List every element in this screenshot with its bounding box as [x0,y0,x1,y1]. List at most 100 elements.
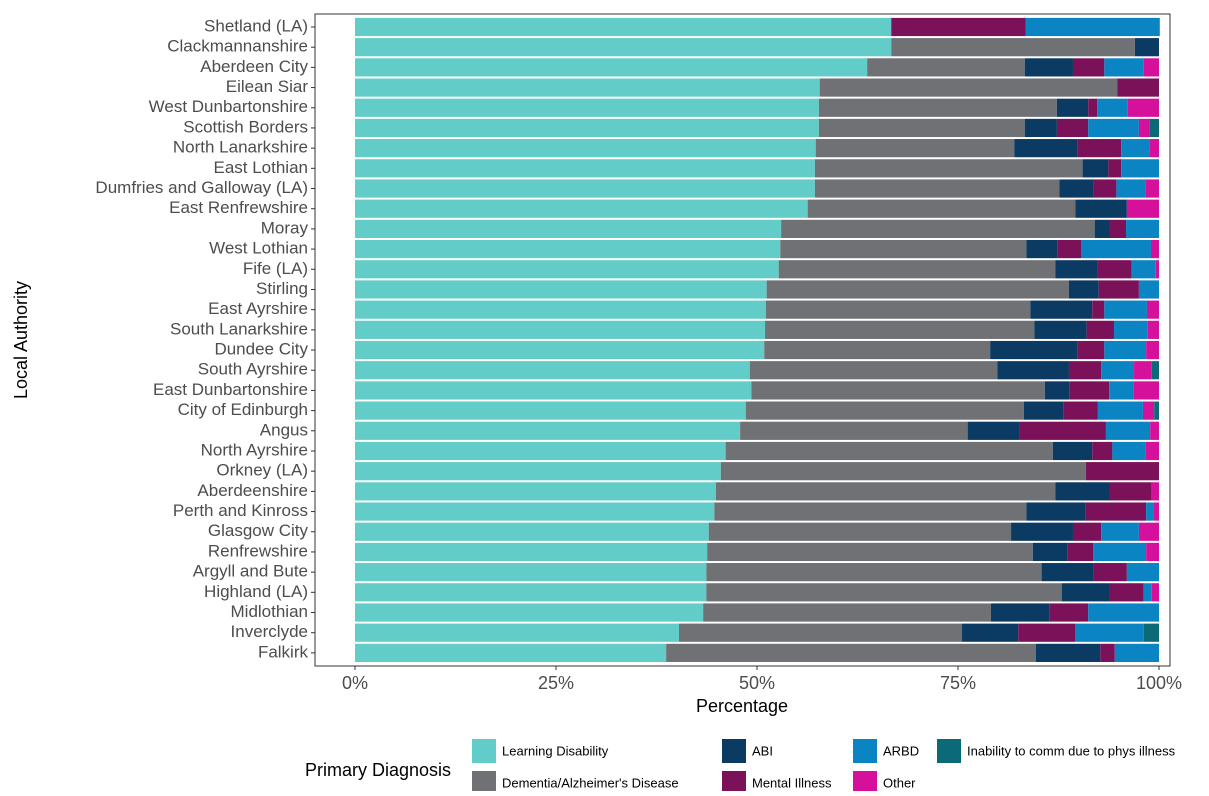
bar-segment [745,401,1024,420]
bar-segment [1093,542,1147,562]
legend-label: Mental Illness [752,775,832,790]
bar-segment [1117,78,1159,97]
y-tick-label: Highland (LA) [204,582,308,601]
bar-segment [1146,502,1154,521]
bar-segment [1011,522,1073,541]
y-tick-label: Argyll and Bute [193,562,308,581]
legend-title: Primary Diagnosis [305,760,451,780]
y-tick-label: City of Edinburgh [178,400,308,419]
legend-key [937,739,961,763]
bar-segment [355,563,707,582]
y-tick-label: South Lanarkshire [170,319,308,338]
bar-segment [814,159,1083,178]
bar-segment [1055,260,1098,279]
bar-segment [1057,239,1082,259]
y-tick-label: Moray [261,218,309,237]
bar-segment [707,542,1033,562]
y-tick-label: Perth and Kinross [173,501,308,520]
x-axis-title: Percentage [696,696,788,716]
bar-segment [818,98,1057,117]
bar-segment [819,78,1118,97]
legend-label: ABI [752,743,773,758]
bar-segment [1018,623,1076,642]
bar-segment [1059,179,1094,198]
bar-segment [1105,421,1151,440]
x-tick-label: 100% [1136,673,1182,693]
bar-segment [1112,441,1146,461]
bar-segment [1134,361,1152,380]
legend-key [853,739,877,763]
legend-key [722,739,746,763]
bar-segment [1151,583,1159,602]
bar-segment [1072,58,1105,77]
bar-segment [765,320,1035,339]
bar-segment [355,260,779,279]
bar-segment [355,542,708,562]
bar-segment [1121,139,1150,158]
x-tick-label: 50% [739,673,775,693]
bar-segment [1147,320,1159,339]
bar-segment [778,260,1056,279]
legend-key [472,739,496,763]
bar-segment [1075,623,1144,642]
bar-segment [1146,300,1159,319]
y-tick-label: Aberdeen City [200,57,308,76]
bar-segment [1149,118,1159,138]
bar-segment [1143,623,1159,642]
y-tick-label: North Ayrshire [201,440,308,459]
bar-segment [1035,643,1101,662]
legend-key [472,771,496,795]
bar-segment [990,603,1050,622]
bar-segment [1055,482,1110,501]
bar-segment [1077,139,1122,158]
bar-segment [1068,361,1102,380]
bar-segment [1024,118,1057,138]
bar-segment [355,78,820,97]
bar-segment [1151,361,1159,380]
bar-segment [1154,401,1159,420]
bar-segment [355,58,868,77]
bar-segment [355,381,752,400]
bar-segment [679,623,963,642]
bar-segment [1077,340,1105,360]
bar-segment [891,38,1135,57]
bar-segment [1086,320,1114,339]
bar-segment [1145,441,1159,461]
bar-segment [1116,179,1146,198]
bar-segment [1153,502,1159,521]
y-tick-label: Falkirk [258,642,309,661]
bar-segment [1098,280,1139,299]
bar-segment [1104,300,1147,319]
y-tick-label: Shetland (LA) [204,16,308,35]
bar-segment [1133,381,1159,400]
y-tick-label: Fife (LA) [243,259,308,278]
bar-segment [355,199,808,218]
bar-segment [1026,239,1058,259]
bar-segment [1109,219,1127,238]
bar-segment [355,441,726,461]
bar-segment [355,361,750,380]
bar-segment [355,421,741,440]
bar-segment [714,502,1027,521]
bar-segment [1085,502,1147,521]
y-tick-label: Glasgow City [208,521,309,540]
x-tick-label: 75% [940,673,976,693]
legend-key [722,771,746,795]
bar-segment [1032,542,1068,562]
legend-label: Learning Disability [502,743,609,758]
bar-segment [781,219,1095,238]
bar-segment [355,38,892,57]
bar-segment [355,623,680,642]
bar-segment [355,320,766,339]
y-tick-label: Inverclyde [231,622,308,641]
y-tick-label: Midlothian [231,602,309,621]
bar-segment [355,300,766,319]
bar-segment [818,118,1025,138]
bar-segment [355,139,816,158]
bar-segment [1138,522,1159,541]
bar-segment [891,17,1026,37]
bar-segment [355,179,815,198]
y-tick-label: East Dunbartonshire [153,380,308,399]
bar-segment [1126,199,1159,218]
y-tick-label: Clackmannanshire [167,37,308,56]
